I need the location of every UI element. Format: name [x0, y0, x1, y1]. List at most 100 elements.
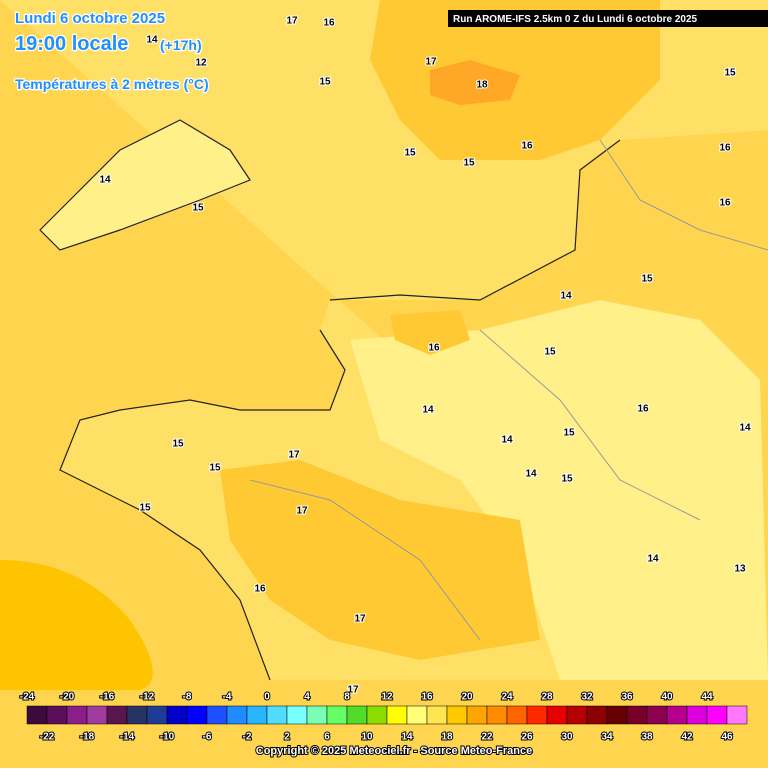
coastline [39, 119, 621, 681]
contour-label: 16 [719, 143, 731, 154]
colorbar-label: -24 [20, 692, 35, 703]
colorbar-swatch [246, 705, 268, 725]
colorbar-swatch [406, 705, 428, 725]
colorbar-swatch [686, 705, 708, 725]
contour-label: 15 [209, 463, 221, 474]
colorbar-label: 28 [541, 692, 553, 703]
contour-label: 15 [172, 439, 184, 450]
contour-label: 15 [563, 428, 575, 439]
contour-label: 15 [404, 148, 416, 159]
warm-patch [390, 310, 470, 355]
colorbar-label: 22 [481, 732, 493, 743]
contour-label: 12 [195, 58, 207, 69]
contour-label: 15 [724, 68, 736, 79]
contour-label: 15 [544, 347, 556, 358]
variable: Températures à 2 mètres (°C) [15, 76, 209, 92]
colorbar-label: 12 [381, 692, 393, 703]
colorbar-swatch [706, 705, 728, 725]
colorbar-label: 38 [641, 732, 653, 743]
colorbar-label: 24 [501, 692, 513, 703]
colorbar-label: 46 [721, 732, 733, 743]
contour-label: 16 [521, 141, 533, 152]
colorbar-swatch [46, 705, 68, 725]
colorbar-label: 8 [344, 692, 350, 703]
colorbar-swatch [546, 705, 568, 725]
borders [249, 139, 768, 641]
colorbar-swatch [486, 705, 508, 725]
colorbar-label: 36 [621, 692, 633, 703]
colorbar-swatch [646, 705, 668, 725]
colorbar-label: 44 [701, 692, 713, 703]
colorbar-label: 20 [461, 692, 473, 703]
contour-label: 17 [286, 16, 298, 27]
colorbar-swatch [146, 705, 168, 725]
contour-label: 16 [323, 18, 335, 29]
colorbar-label: 14 [401, 732, 413, 743]
warm-sea [0, 560, 153, 690]
contour-label: 15 [463, 158, 475, 169]
copyright: Copyright © 2025 Meteociel.fr - Source M… [256, 745, 532, 757]
colorbar-swatch [506, 705, 528, 725]
contour-label: 17 [347, 685, 359, 696]
colorbar-label: -16 [100, 692, 115, 703]
colorbar-label: 26 [521, 732, 533, 743]
colorbar-swatch [366, 705, 388, 725]
colorbar-label: 0 [264, 692, 270, 703]
colorbar-label: 2 [284, 732, 290, 743]
colorbar-label: 30 [561, 732, 573, 743]
colorbar-swatch [306, 705, 328, 725]
contour-label: 13 [734, 564, 746, 575]
colorbar-label: 42 [681, 732, 693, 743]
contour-label: 14 [422, 405, 434, 416]
contour-label: 15 [192, 203, 204, 214]
time: 19:00 locale [15, 33, 128, 55]
colorbar-swatch [726, 705, 748, 725]
colorbar-swatch [86, 705, 108, 725]
contour-label: 17 [288, 450, 300, 461]
colorbar-label: -10 [160, 732, 175, 743]
colorbar-label: 4 [304, 692, 310, 703]
contour-label: 16 [428, 343, 440, 354]
colorbar-swatch [446, 705, 468, 725]
colorbar-swatch [386, 705, 408, 725]
colorbar-swatch [226, 705, 248, 725]
colorbar-swatch [206, 705, 228, 725]
contour-label: 15 [561, 474, 573, 485]
colorbar-swatch [186, 705, 208, 725]
colorbar-label: -2 [243, 732, 252, 743]
run-box [448, 10, 768, 27]
lead: (+17h) [160, 37, 202, 53]
colorbar-swatch [286, 705, 308, 725]
contour-label: 14 [647, 554, 659, 565]
colorbar-swatch [566, 705, 588, 725]
colorbar-swatch [666, 705, 688, 725]
colorbar-swatch [106, 705, 128, 725]
contour-label: 15 [641, 274, 653, 285]
date: Lundi 6 octobre 2025 [15, 10, 165, 27]
contour-label: 16 [719, 198, 731, 209]
colorbar-swatch [586, 705, 608, 725]
contour-label: 14 [739, 423, 751, 434]
colorbar-label: -12 [140, 692, 155, 703]
colorbar-swatch [166, 705, 188, 725]
contour-label: 17 [354, 614, 366, 625]
colorbar-label: -6 [203, 732, 212, 743]
light-area [350, 300, 768, 680]
colorbar-label: 32 [581, 692, 593, 703]
colorbar-label: -8 [183, 692, 192, 703]
contour-label: 14 [146, 35, 158, 46]
colorbar-swatch [326, 705, 348, 725]
colorbar-swatch [626, 705, 648, 725]
contour-label: 14 [560, 291, 572, 302]
hot-area [430, 60, 520, 105]
contour-label: 14 [525, 469, 537, 480]
contour-label: 16 [254, 584, 266, 595]
colorbar-swatch [266, 705, 288, 725]
contour-labels: 17 16 14 12 17 18 15 15 16 15 15 14 15 16 16 15 14 16 15 15… [98, 15, 752, 697]
contour-label: 17 [425, 57, 437, 68]
contour-label: 15 [139, 503, 151, 514]
colorbar-swatch [426, 705, 448, 725]
colorbar-label: 34 [601, 732, 613, 743]
contour-label: 16 [637, 404, 649, 415]
colorbar: -24 -20 -16 -12 -8 -4 0 4 8 12 16 20 24 28 32 36 40 44-22… [19, 691, 748, 744]
